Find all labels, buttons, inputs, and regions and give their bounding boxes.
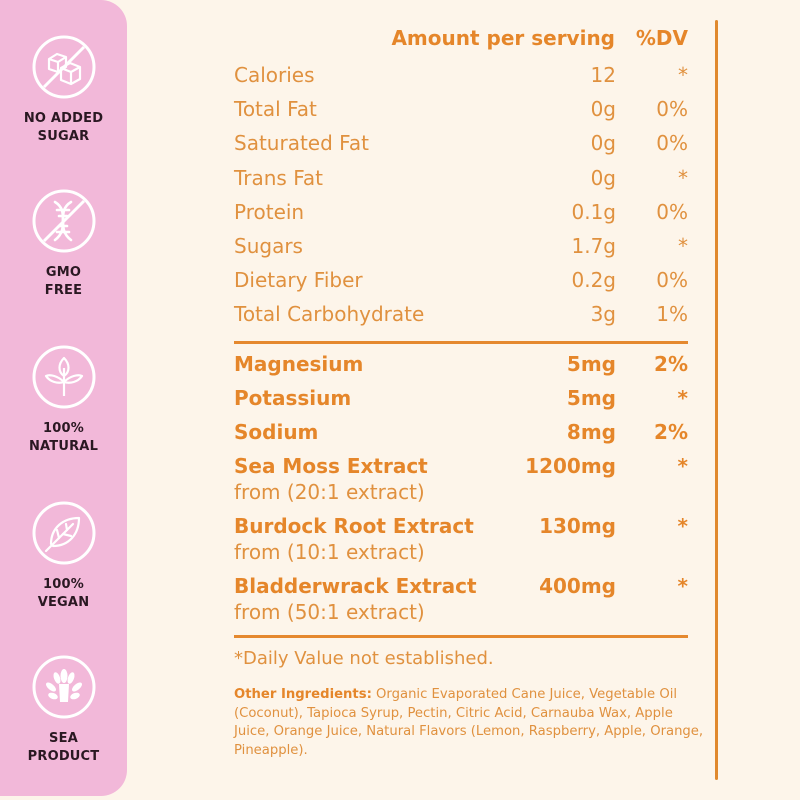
nutrient-row-saturated-fat: Saturated Fat 0g 0% — [234, 131, 688, 161]
mineral-source: from (50:1 extract) — [234, 600, 425, 624]
nutrient-dv: * — [678, 63, 688, 87]
plant-sprout-icon — [32, 345, 95, 409]
nutrient-dv: 0% — [656, 131, 688, 155]
mineral-dv: 2% — [654, 420, 688, 444]
badge-sea-product: SEA PRODUCT — [0, 654, 127, 766]
leaf-icon — [32, 501, 95, 565]
nutrient-name: Sugars — [234, 234, 303, 258]
header-dv: %DV — [635, 26, 688, 50]
badge-sidebar: NO ADDED SUGAR GMO FREE — [0, 0, 127, 796]
nutrient-dv: 1% — [656, 302, 688, 326]
header-amount-per-serving: Amount per serving — [391, 26, 615, 50]
mineral-amount: 5mg — [566, 386, 616, 410]
badge-label: SEA PRODUCT — [27, 731, 100, 764]
nutrient-amount: 0g — [590, 166, 616, 190]
mineral-name: Burdock Root Extract — [234, 514, 474, 538]
nutrient-name: Total Fat — [234, 97, 317, 121]
other-ingredients: Other Ingredients: Organic Evaporated Ca… — [234, 686, 704, 760]
badge-no-added-sugar: NO ADDED SUGAR — [0, 34, 127, 146]
mineral-amount: 5mg — [566, 352, 616, 376]
nutrient-amount: 0g — [590, 131, 616, 155]
nutrient-row-protein: Protein 0.1g 0% — [234, 200, 688, 230]
nutrient-amount: 0g — [590, 97, 616, 121]
mineral-row-bladderwrack-extract: Bladderwrack Extract 400mg * from (50:1 … — [234, 574, 688, 624]
mineral-row-magnesium: Magnesium 5mg 2% — [234, 352, 688, 382]
nutrient-row-total-fat: Total Fat 0g 0% — [234, 97, 688, 127]
table-header: Amount per serving %DV — [234, 24, 688, 54]
mineral-dv: * — [677, 386, 688, 410]
section-divider — [234, 635, 688, 638]
mineral-dv: * — [677, 454, 688, 478]
mineral-name: Bladderwrack Extract — [234, 574, 477, 598]
badge-100-vegan: 100% VEGAN — [0, 500, 127, 612]
mineral-row-sodium: Sodium 8mg 2% — [234, 420, 688, 450]
nutrient-amount: 1.7g — [571, 234, 616, 258]
badge-label: NO ADDED SUGAR — [23, 111, 104, 144]
badge-gmo-free: GMO FREE — [0, 188, 127, 300]
mineral-dv: * — [677, 574, 688, 598]
mineral-row-burdock-root-extract: Burdock Root Extract 130mg * from (10:1 … — [234, 514, 688, 564]
nutrient-name: Protein — [234, 200, 305, 224]
nutrient-row-trans-fat: Trans Fat 0g * — [234, 166, 688, 196]
mineral-row-sea-moss-extract: Sea Moss Extract 1200mg * from (20:1 ext… — [234, 454, 688, 504]
nutrient-row-calories: Calories 12 * — [234, 63, 688, 93]
nutrient-dv: * — [678, 234, 688, 258]
nutrient-name: Saturated Fat — [234, 131, 369, 155]
mineral-name: Sea Moss Extract — [234, 454, 428, 478]
mineral-dv: 2% — [654, 352, 688, 376]
nutrient-dv: 0% — [656, 268, 688, 292]
nutrient-name: Calories — [234, 63, 315, 87]
nutrient-amount: 3g — [590, 302, 616, 326]
seaweed-coral-icon — [32, 655, 95, 719]
mineral-name: Potassium — [234, 386, 352, 410]
nutrient-amount: 0.1g — [571, 200, 616, 224]
nutrient-name: Trans Fat — [234, 166, 323, 190]
section-divider — [234, 341, 688, 344]
badge-100-natural: 100% NATURAL — [0, 344, 127, 456]
mineral-dv: * — [677, 514, 688, 538]
nutrient-name: Dietary Fiber — [234, 268, 363, 292]
nutrient-dv: 0% — [656, 97, 688, 121]
nutrient-amount: 0.2g — [571, 268, 616, 292]
no-sugar-cubes-icon — [32, 35, 95, 99]
badge-label: 100% NATURAL — [28, 421, 99, 454]
nutrient-row-total-carbohydrate: Total Carbohydrate 3g 1% — [234, 302, 688, 332]
nutrient-row-sugars: Sugars 1.7g * — [234, 234, 688, 264]
nutrient-amount: 12 — [590, 63, 616, 87]
mineral-name: Magnesium — [234, 352, 364, 376]
mineral-amount: 130mg — [539, 514, 616, 538]
badge-label: 100% VEGAN — [37, 577, 90, 610]
nutrient-row-dietary-fiber: Dietary Fiber 0.2g 0% — [234, 268, 688, 298]
mineral-source: from (10:1 extract) — [234, 540, 425, 564]
mineral-row-potassium: Potassium 5mg * — [234, 386, 688, 416]
other-ingredients-text: Organic Evaporated Cane Juice, Vegetable… — [234, 687, 704, 758]
mineral-name: Sodium — [234, 420, 319, 444]
mineral-amount: 8mg — [566, 420, 616, 444]
nutrient-dv: 0% — [656, 200, 688, 224]
mineral-source: from (20:1 extract) — [234, 480, 425, 504]
mineral-amount: 1200mg — [525, 454, 616, 478]
nutrient-name: Total Carbohydrate — [234, 302, 425, 326]
badge-label: GMO FREE — [44, 265, 83, 298]
daily-value-footnote: *Daily Value not established. — [234, 648, 494, 669]
other-ingredients-label: Other Ingredients: — [234, 687, 372, 702]
no-gmo-dna-icon — [32, 189, 95, 253]
mineral-amount: 400mg — [539, 574, 616, 598]
nutrient-dv: * — [678, 166, 688, 190]
vertical-rule — [715, 20, 718, 780]
